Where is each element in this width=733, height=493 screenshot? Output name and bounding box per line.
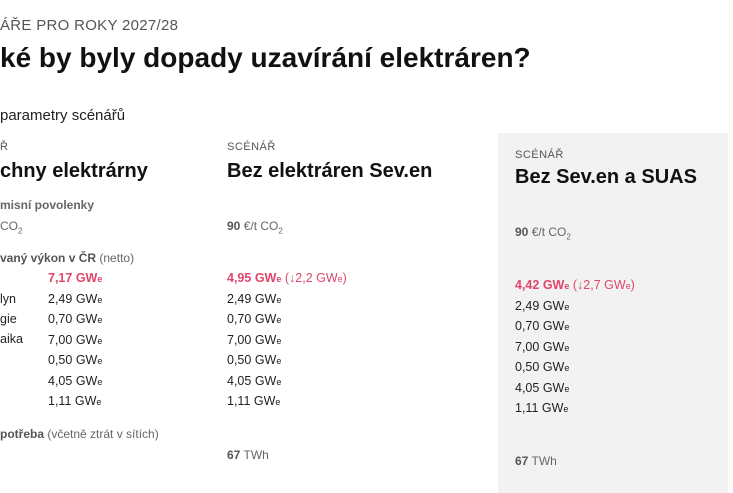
capacity-value: 0,70 GWe: [48, 312, 103, 327]
capacity-label: vaný výkon v ČR (netto): [0, 251, 135, 265]
page-title: ké by byly dopady uzavírání elektráren?: [0, 42, 531, 73]
permit-price: 90 €/t CO2: [515, 225, 571, 242]
capacity-value: 0,50 GWe: [48, 353, 103, 368]
scenario-name: Bez Sev.en a SUAS: [515, 166, 697, 188]
capacity-value: 0,50 GWe: [227, 353, 282, 368]
section-kicker: ÁŘE PRO ROKY 2027/28: [0, 17, 179, 34]
capacity-value: 0,70 GWe: [227, 312, 282, 327]
capacity-value: 4,05 GWe: [48, 373, 103, 388]
capacity-value: 7,00 GWe: [227, 332, 282, 347]
capacity-value: 2,49 GWe: [515, 299, 570, 313]
capacity-value: 4,05 GWe: [515, 380, 570, 395]
scenario-kicker: Ř: [0, 141, 9, 153]
total-capacity: 7,17 GWe: [48, 271, 103, 285]
scenario-params-link[interactable]: parametry scénářů: [0, 107, 126, 124]
capacity-value: 2,49 GWe: [48, 292, 103, 306]
capacity-value: 7,00 GWe: [515, 339, 570, 354]
capacity-value: 1,11 GWe: [227, 394, 281, 408]
row-label: lyn: [0, 292, 16, 306]
capacity-value: 0,70 GWe: [515, 319, 570, 334]
permit-price: 90 €/t CO2: [227, 219, 283, 236]
consumption-value: 67 TWh: [227, 448, 269, 462]
row-label: aika: [0, 332, 23, 346]
highlighted-scenario-panel: [498, 133, 728, 493]
capacity-value: 1,11 GWe: [515, 401, 569, 415]
scenario-name: chny elektrárny: [0, 160, 148, 182]
scenario-name: Bez elektráren Sev.en: [227, 160, 433, 182]
capacity-value: 0,50 GWe: [515, 360, 570, 375]
permits-label: misní povolenky: [0, 198, 95, 212]
total-capacity: 4,95 GWe (↓2,2 GWe): [227, 271, 347, 285]
permits-unit: CO2: [0, 219, 23, 236]
capacity-value: 4,05 GWe: [227, 373, 282, 388]
row-label: gie: [0, 312, 17, 326]
scenario-kicker: SCÉNÁŘ: [515, 149, 564, 161]
capacity-value: 7,00 GWe: [48, 332, 103, 347]
capacity-value: 1,11 GWe: [48, 394, 102, 408]
consumption-value: 67 TWh: [515, 454, 557, 468]
scenario-kicker: SCÉNÁŘ: [227, 141, 276, 153]
capacity-value: 2,49 GWe: [227, 292, 282, 306]
total-capacity: 4,42 GWe (↓2,7 GWe): [515, 278, 635, 292]
consumption-label: potřeba (včetně ztrát v sítích): [0, 427, 159, 441]
